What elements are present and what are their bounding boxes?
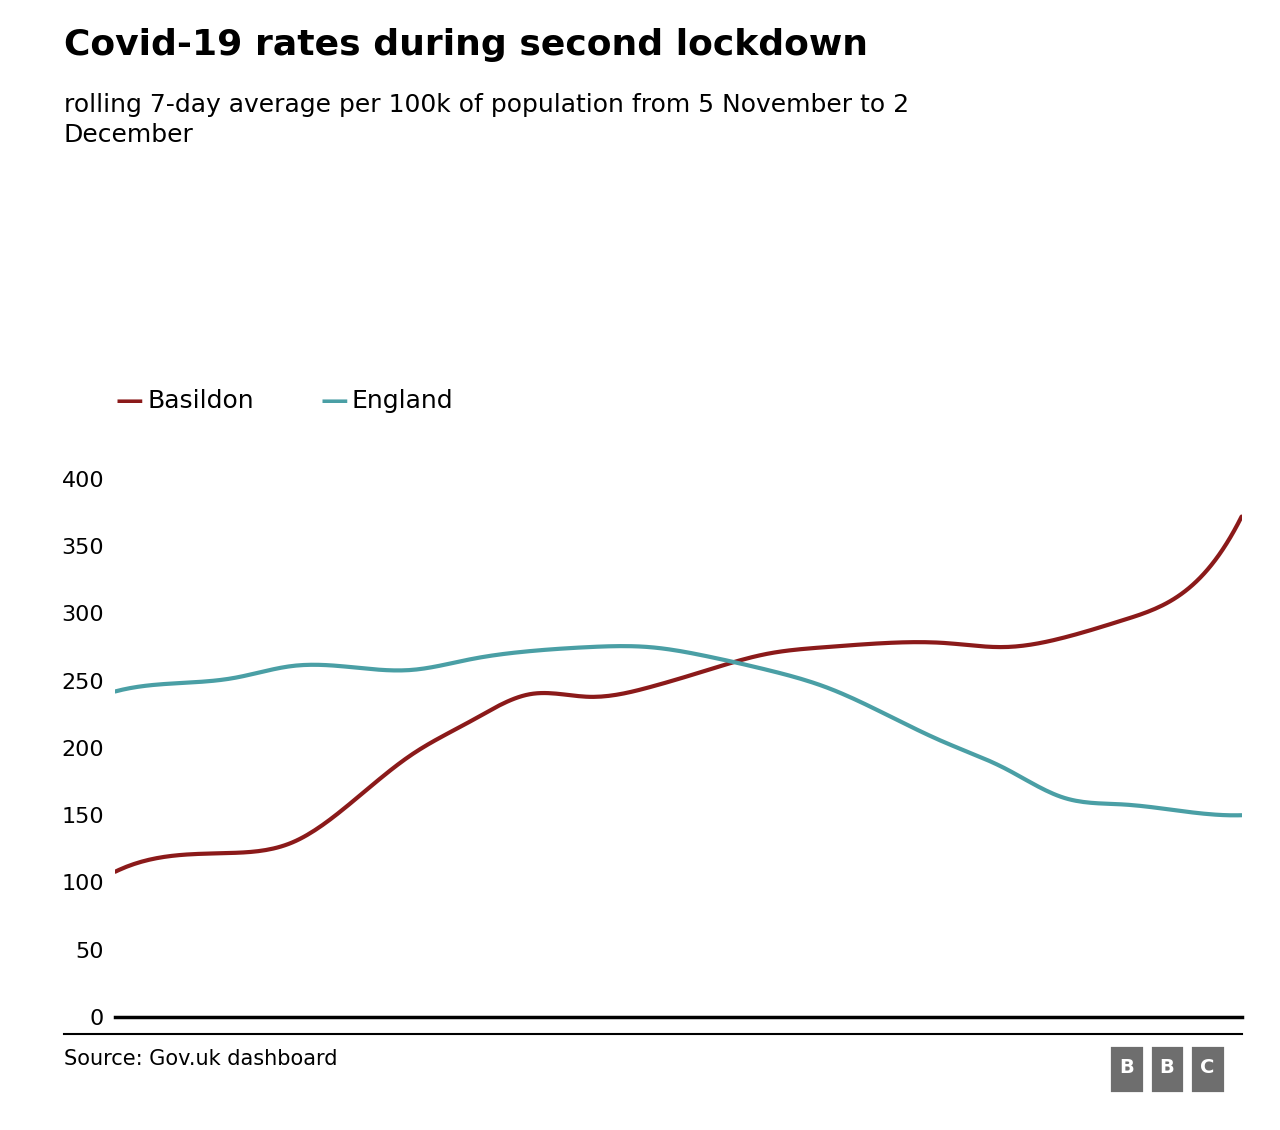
Text: England: England xyxy=(352,389,453,414)
Bar xyxy=(1110,1044,1144,1094)
Text: B: B xyxy=(1160,1059,1174,1077)
Bar xyxy=(1149,1044,1184,1094)
Text: Basildon: Basildon xyxy=(147,389,253,414)
Bar xyxy=(1190,1044,1225,1094)
Text: rolling 7-day average per 100k of population from 5 November to 2
December: rolling 7-day average per 100k of popula… xyxy=(64,93,909,147)
Text: C: C xyxy=(1201,1059,1215,1077)
Text: B: B xyxy=(1119,1059,1134,1077)
Text: Covid-19 rates during second lockdown: Covid-19 rates during second lockdown xyxy=(64,28,868,62)
Text: —: — xyxy=(115,388,143,415)
Text: —: — xyxy=(320,388,348,415)
Text: Source: Gov.uk dashboard: Source: Gov.uk dashboard xyxy=(64,1049,338,1069)
